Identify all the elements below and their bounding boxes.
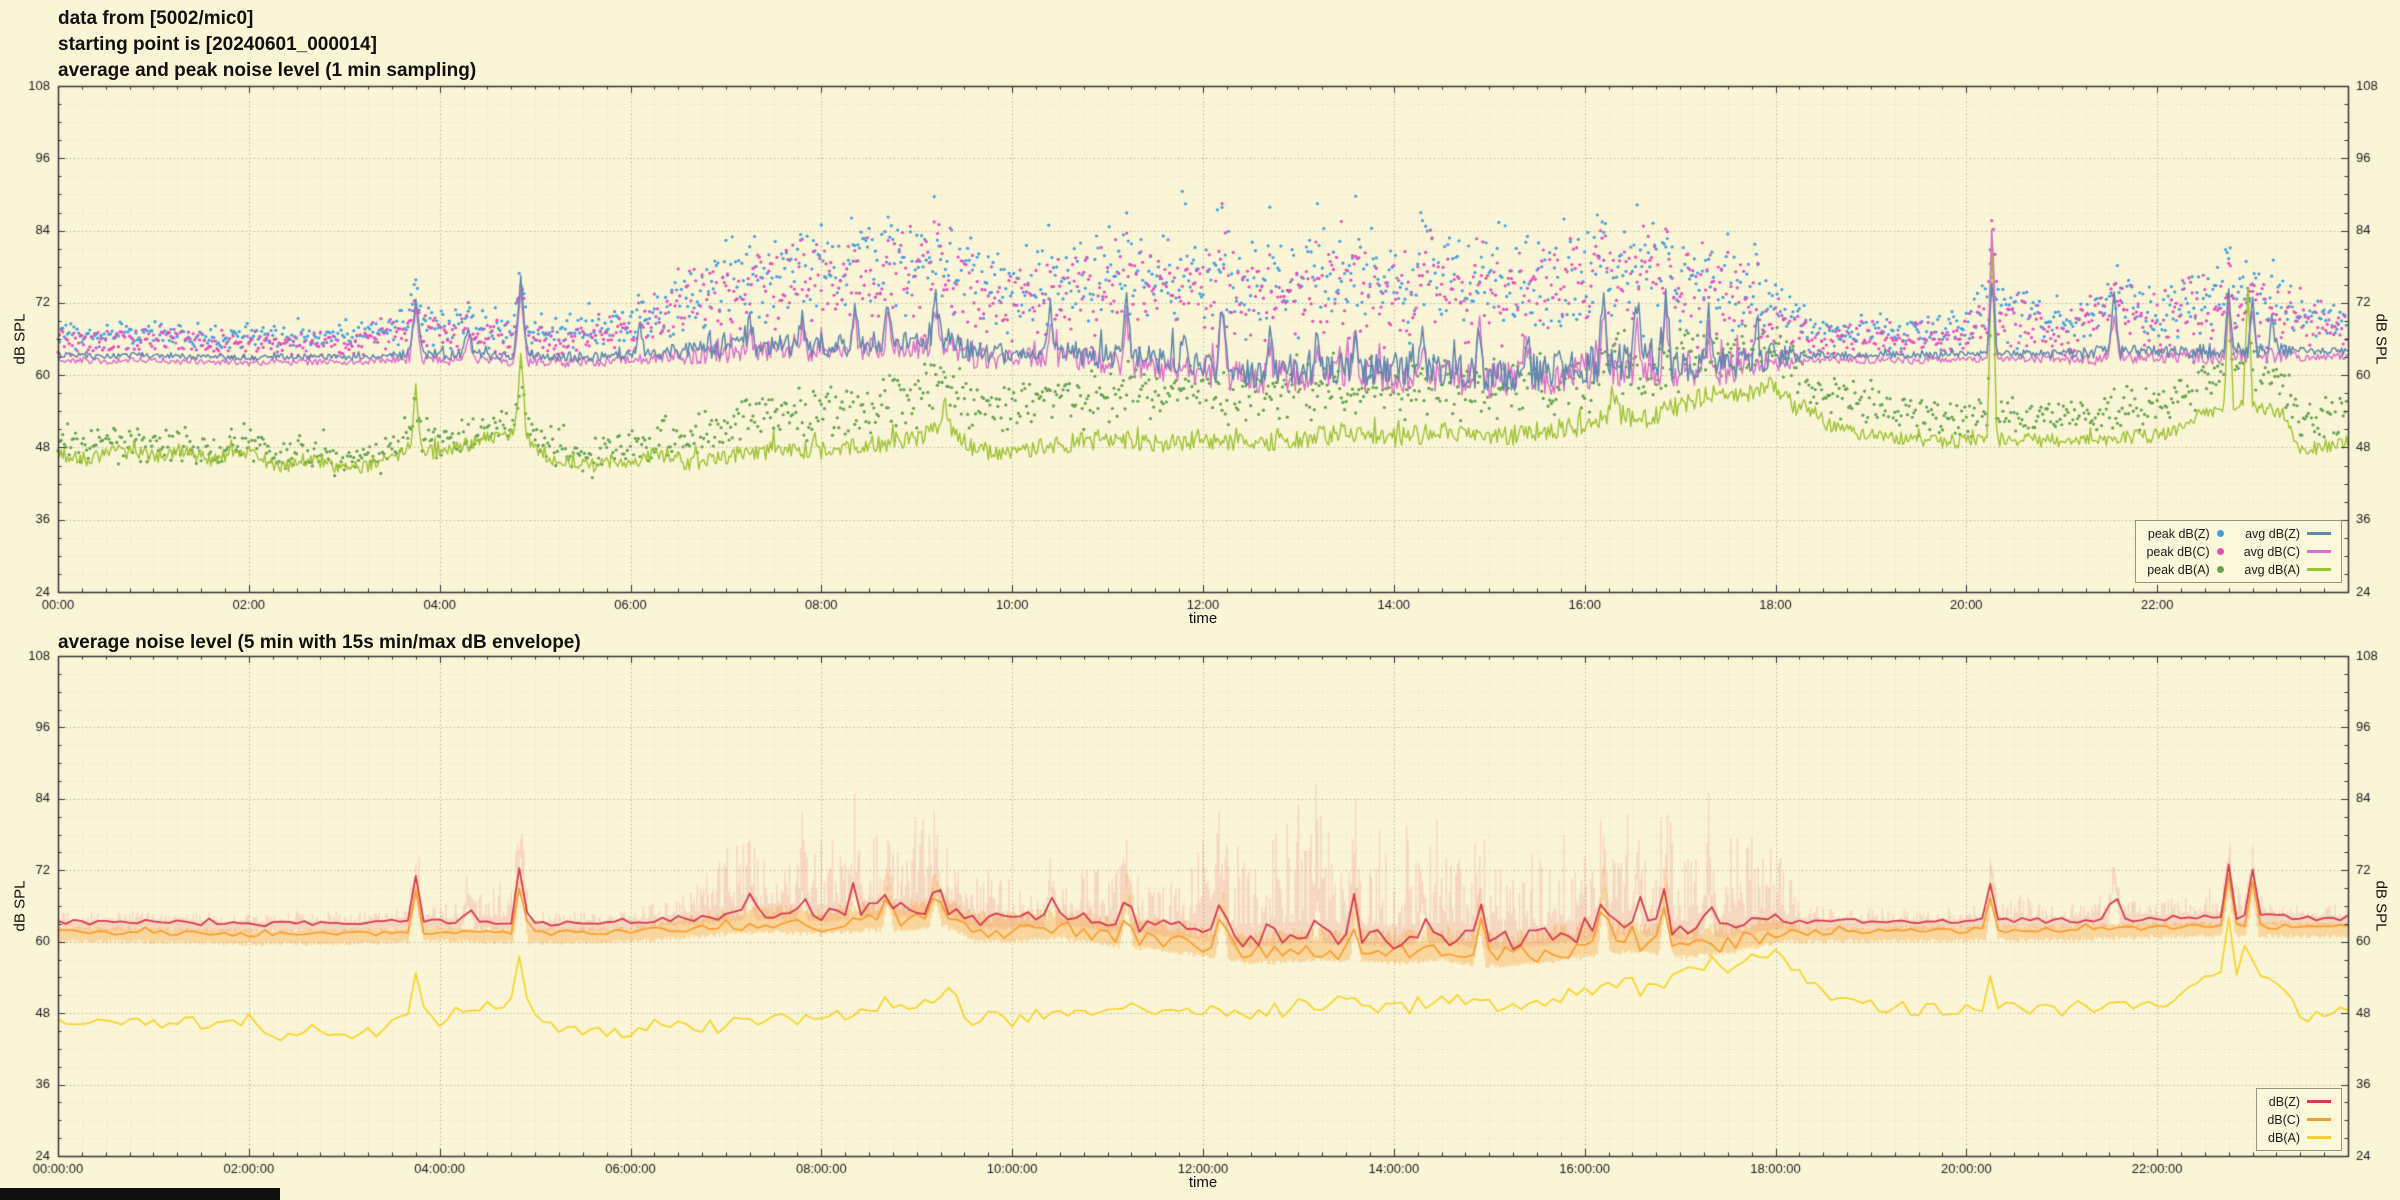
chart-bottom-legend: dB(Z) dB(C) dB(A) (2256, 1088, 2342, 1151)
legend-item: peak dB(Z) (2146, 526, 2224, 541)
legend-label: peak dB(A) (2147, 562, 2210, 577)
chart-bottom-ylabel-right: dB SPL (2372, 880, 2390, 932)
chart-top-ylabel-left: dB SPL (11, 313, 29, 365)
legend-label: peak dB(Z) (2147, 526, 2210, 541)
legend-item: dB(A) (2267, 1130, 2331, 1145)
legend-item: dB(Z) (2267, 1094, 2331, 1109)
legend-line-marker (2307, 568, 2331, 571)
legend-label: avg dB(A) (2244, 562, 2300, 577)
chart-top: average and peak noise level (1 min samp… (0, 58, 2400, 628)
legend-label: dB(C) (2267, 1112, 2300, 1127)
legend-column: dB(Z) dB(C) dB(A) (2267, 1094, 2331, 1145)
chart-bottom-xlabel: time (1188, 1174, 1218, 1191)
legend-item: avg dB(C) (2244, 544, 2331, 559)
legend-label: peak dB(C) (2146, 544, 2210, 559)
header-line1: data from [5002/mic0] (58, 8, 254, 29)
header-line2: starting point is [20240601_000014] (58, 33, 377, 55)
legend-column: peak dB(Z) peak dB(C) peak dB(A) (2146, 526, 2224, 577)
chart-bottom-canvas (0, 630, 2400, 1190)
legend-line-marker (2307, 1100, 2331, 1103)
chart-bottom-ylabel-left: dB SPL (11, 880, 29, 932)
legend-label: avg dB(Z) (2245, 526, 2300, 541)
legend-label: avg dB(C) (2243, 544, 2300, 559)
legend-line-marker (2307, 1136, 2331, 1139)
chart-top-ylabel-right: dB SPL (2372, 313, 2390, 365)
legend-dot-marker (2216, 566, 2224, 573)
legend-item: avg dB(Z) (2244, 526, 2331, 541)
legend-line-marker (2307, 1118, 2331, 1121)
legend-line-marker (2307, 550, 2331, 553)
legend-label: dB(Z) (2268, 1094, 2300, 1109)
screen-bottom-bar (0, 1188, 280, 1200)
legend-column: avg dB(Z) avg dB(C) avg dB(A) (2244, 526, 2331, 577)
chart-bottom-title: average noise level (5 min with 15s min/… (58, 632, 581, 653)
chart-top-legend: peak dB(Z) peak dB(C) peak dB(A) avg dB(Z) a… (2135, 520, 2342, 583)
legend-label: dB(A) (2268, 1130, 2300, 1145)
legend-dot-marker (2216, 530, 2224, 537)
legend-line-marker (2307, 532, 2331, 535)
legend-item: peak dB(A) (2146, 562, 2224, 577)
chart-bottom: average noise level (5 min with 15s min/… (0, 630, 2400, 1191)
chart-top-xlabel: time (1188, 610, 1218, 627)
legend-item: dB(C) (2267, 1112, 2331, 1127)
legend-item: peak dB(C) (2146, 544, 2224, 559)
legend-item: avg dB(A) (2244, 562, 2331, 577)
chart-top-canvas (0, 58, 2400, 628)
chart-top-title: average and peak noise level (1 min samp… (58, 60, 477, 81)
header: data from [5002/mic0] starting point is … (58, 6, 377, 57)
legend-dot-marker (2216, 548, 2224, 555)
